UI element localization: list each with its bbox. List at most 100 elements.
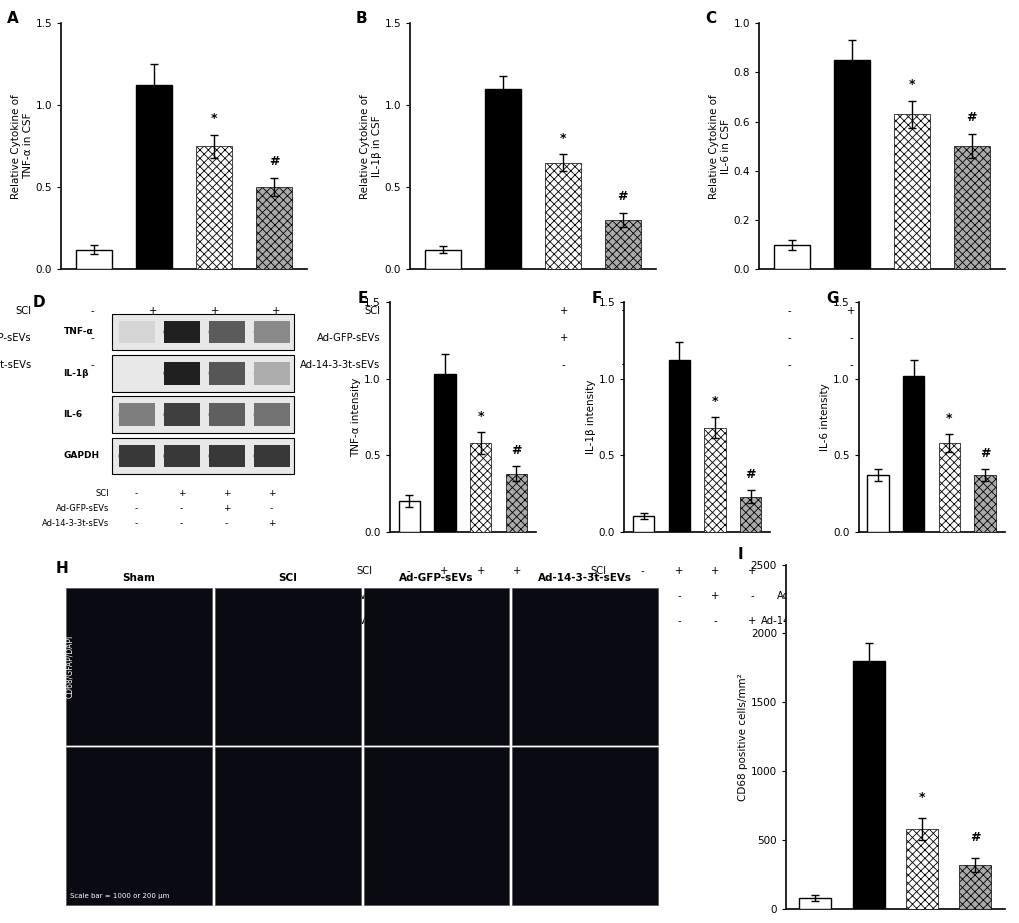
Text: GAPDH: GAPDH [63, 451, 100, 461]
Text: -: - [623, 333, 627, 343]
Text: Ad-14-3-3t-sEVs: Ad-14-3-3t-sEVs [0, 360, 32, 370]
Text: SCI: SCI [364, 306, 380, 316]
Text: -: - [406, 591, 410, 601]
Y-axis label: Relative Cytokine of
TNF-α in CSF: Relative Cytokine of TNF-α in CSF [11, 94, 33, 198]
Bar [111, 438, 293, 474]
Text: -: - [90, 360, 94, 370]
Text: IL-1β: IL-1β [63, 369, 89, 378]
Text: Ad-GFP-sEVs: Ad-GFP-sEVs [308, 591, 372, 601]
Bar [633, 517, 654, 532]
Bar [118, 403, 155, 426]
Bar [214, 748, 360, 905]
Text: C: C [704, 11, 715, 26]
Bar [902, 376, 923, 532]
Bar [254, 403, 289, 426]
Text: Ad-14-3-3t-sEVs: Ad-14-3-3t-sEVs [526, 617, 606, 627]
Text: -: - [274, 333, 278, 343]
Text: -: - [677, 617, 680, 627]
Text: +: + [945, 591, 953, 601]
Bar [111, 314, 293, 350]
Bar [398, 501, 420, 532]
Text: -: - [971, 333, 975, 343]
Y-axis label: IL-6 intensity: IL-6 intensity [819, 383, 829, 450]
Text: -: - [442, 591, 446, 601]
Bar [799, 898, 830, 909]
Text: SCI: SCI [96, 489, 109, 498]
Ellipse shape [163, 447, 200, 465]
Bar [118, 445, 155, 467]
Ellipse shape [209, 447, 245, 465]
Text: Ad-14-3-3t-sEVs: Ad-14-3-3t-sEVs [649, 360, 729, 370]
Text: -: - [179, 520, 183, 528]
Text: Ad-14-3-3t-sEVs: Ad-14-3-3t-sEVs [300, 360, 380, 370]
Text: +: + [621, 306, 629, 316]
Text: -: - [849, 360, 852, 370]
Bar [209, 362, 245, 385]
Text: +: + [981, 617, 989, 627]
Text: -: - [677, 591, 680, 601]
Text: +: + [969, 306, 977, 316]
Bar [163, 362, 200, 385]
Text: -: - [787, 333, 791, 343]
Y-axis label: TNF-α intensity: TNF-α intensity [351, 378, 361, 457]
Bar [668, 360, 690, 532]
Ellipse shape [118, 405, 155, 425]
Text: +: + [674, 566, 683, 576]
Bar [136, 86, 172, 270]
Text: -: - [849, 333, 852, 343]
Text: -: - [787, 306, 791, 316]
Text: +: + [272, 360, 280, 370]
Ellipse shape [163, 405, 200, 425]
Text: Ad-GFP-sEVs: Ad-GFP-sEVs [56, 504, 109, 513]
Text: Sham: Sham [122, 573, 155, 583]
Text: -: - [152, 333, 155, 343]
Text: -: - [90, 333, 94, 343]
Text: +: + [981, 566, 989, 576]
Text: -: - [749, 591, 753, 601]
Text: -: - [983, 591, 987, 601]
Bar [118, 320, 155, 343]
Text: TNF-α: TNF-α [63, 328, 94, 336]
Text: -: - [874, 591, 877, 601]
Text: -: - [406, 617, 410, 627]
Ellipse shape [209, 364, 245, 383]
Text: #: # [511, 444, 521, 457]
Bar [434, 374, 455, 532]
Text: SCI: SCI [713, 306, 729, 316]
Bar [254, 445, 289, 467]
Text: Scale bar = 1000 or 200 μm: Scale bar = 1000 or 200 μm [70, 893, 169, 899]
Text: -: - [947, 617, 951, 627]
Text: -: - [152, 360, 155, 370]
Text: -: - [406, 566, 410, 576]
Text: *: * [559, 131, 566, 145]
Text: #: # [616, 190, 628, 203]
Text: -: - [225, 520, 228, 528]
Text: +: + [210, 306, 219, 316]
Bar [163, 445, 200, 467]
Bar [893, 114, 929, 270]
Text: -: - [442, 617, 446, 627]
Bar [852, 661, 883, 909]
Text: SCI: SCI [15, 306, 32, 316]
Text: #: # [745, 468, 755, 481]
Ellipse shape [254, 364, 289, 383]
Bar [163, 320, 200, 343]
Text: Ad-14-3-3t-sEVs: Ad-14-3-3t-sEVs [291, 617, 372, 627]
Bar [484, 89, 521, 270]
Bar [256, 187, 291, 270]
Bar [834, 60, 869, 270]
Bar [118, 362, 155, 385]
Bar [111, 396, 293, 433]
Text: G: G [825, 291, 838, 306]
Bar [425, 249, 461, 270]
Text: -: - [713, 617, 716, 627]
Text: +: + [559, 306, 568, 316]
Y-axis label: CD68 positive cells/mm²: CD68 positive cells/mm² [737, 673, 747, 801]
Bar [866, 475, 888, 532]
Text: -: - [135, 504, 138, 513]
Text: +: + [621, 360, 629, 370]
Text: A: A [7, 11, 19, 26]
Text: +: + [908, 566, 917, 576]
Bar [209, 403, 245, 426]
Bar [739, 497, 760, 532]
